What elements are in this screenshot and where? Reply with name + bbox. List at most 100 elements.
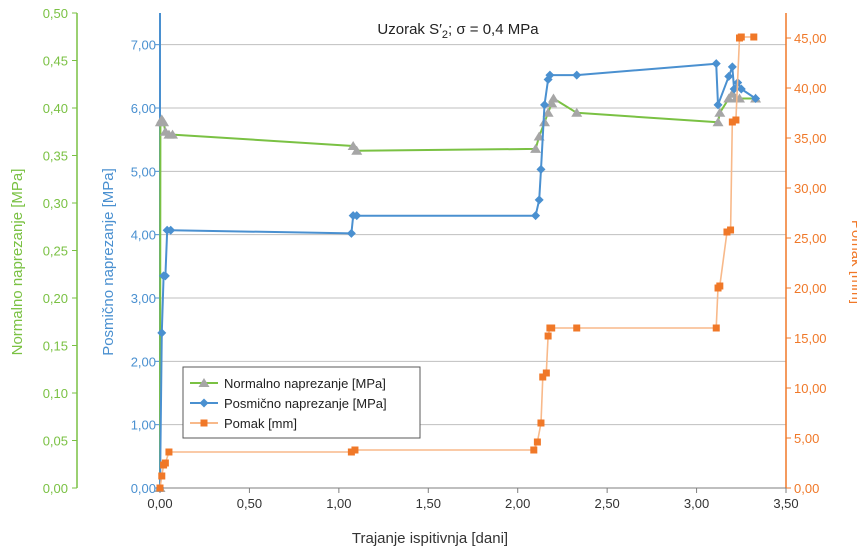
data-point-shear xyxy=(711,59,721,69)
normal-tick-label: 0,30 xyxy=(43,196,68,211)
data-point-disp xyxy=(737,33,745,41)
data-point-shear xyxy=(160,271,170,281)
normal-tick-label: 0,50 xyxy=(43,6,68,21)
normal-tick-label: 0,00 xyxy=(43,481,68,496)
shear-tick-label: 7,00 xyxy=(131,38,156,53)
disp-tick-label: 20,00 xyxy=(794,281,827,296)
legend: Normalno naprezanje [MPa] Posmično napre… xyxy=(182,366,421,439)
disp-axis-title: Pomak [mm] xyxy=(848,220,857,304)
data-point-shear xyxy=(751,94,761,103)
data-point-normal xyxy=(530,143,542,153)
data-point-normal xyxy=(714,107,726,117)
data-point-disp xyxy=(732,116,740,124)
legend-box xyxy=(182,366,421,439)
data-point-disp xyxy=(347,448,355,456)
series-area xyxy=(154,33,762,493)
data-point-normal xyxy=(351,145,363,155)
data-point-disp xyxy=(156,484,164,492)
x-tick-label: 2,00 xyxy=(505,496,530,511)
normal-tick-label: 0,40 xyxy=(43,101,68,116)
shear-tick-label: 3,00 xyxy=(131,291,156,306)
data-point-shear xyxy=(531,211,541,221)
shear-axis-title: Posmično naprezanje [MPa] xyxy=(100,168,117,356)
data-point-disp xyxy=(530,446,538,454)
normal-tick-label: 0,15 xyxy=(43,339,68,354)
grid xyxy=(160,44,786,426)
normal-tick-label: 0,20 xyxy=(43,291,68,306)
data-point-disp xyxy=(158,472,166,480)
data-point-normal xyxy=(546,98,558,108)
x-tick-label: 0,00 xyxy=(147,496,172,511)
normal-tick-label: 0,05 xyxy=(43,434,68,449)
data-point-shear xyxy=(545,70,555,80)
normal-tick-label: 0,10 xyxy=(43,386,68,401)
x-tick-label: 3,50 xyxy=(773,496,798,511)
disp-tick-label: 5,00 xyxy=(794,431,819,446)
data-point-disp xyxy=(351,446,359,454)
shear-tick-label: 5,00 xyxy=(131,164,156,179)
legend-diamond-icon xyxy=(199,398,209,408)
data-point-disp xyxy=(537,419,545,427)
shear-tick-label: 2,00 xyxy=(131,354,156,369)
data-point-disp xyxy=(544,332,552,340)
normal-tick-label: 0,35 xyxy=(43,149,68,164)
data-point-normal xyxy=(571,107,583,117)
normal-axis-title: Normalno naprezanje [MPa] xyxy=(9,169,26,356)
data-point-normal xyxy=(723,93,735,103)
data-point-normal xyxy=(167,129,179,139)
x-tick-label: 3,00 xyxy=(684,496,709,511)
disp-tick-label: 25,00 xyxy=(794,231,827,246)
data-point-disp xyxy=(161,459,169,467)
shear-tick-label: 4,00 xyxy=(131,228,156,243)
data-point-shear xyxy=(736,84,746,94)
data-point-shear xyxy=(724,71,734,81)
disp-tick-label: 15,00 xyxy=(794,331,827,346)
data-point-normal xyxy=(547,93,559,103)
data-point-shear xyxy=(536,164,546,174)
data-point-disp xyxy=(750,33,758,41)
chart-title: Uzorak S′2; σ = 0,4 MPa xyxy=(377,21,539,41)
data-point-disp xyxy=(723,228,731,236)
series-line-disp xyxy=(159,36,754,489)
legend-label-normal: Normalno naprezanje [MPa] xyxy=(224,376,386,391)
data-point-disp xyxy=(727,226,735,234)
disp-tick-label: 10,00 xyxy=(794,381,827,396)
x-axis-title: Trajanje ispitivnja [dani] xyxy=(352,530,508,547)
data-point-shear xyxy=(346,228,356,238)
disp-tick-label: 35,00 xyxy=(794,131,827,146)
data-point-shear xyxy=(727,62,737,72)
disp-tick-label: 0,00 xyxy=(794,481,819,496)
data-point-shear xyxy=(157,328,167,338)
data-point-shear xyxy=(713,100,723,110)
shear-tick-label: 0,00 xyxy=(131,481,156,496)
data-point-disp xyxy=(542,369,550,377)
x-tick-label: 0,50 xyxy=(237,496,262,511)
legend-label-shear: Posmično naprezanje [MPa] xyxy=(224,396,387,411)
data-point-disp xyxy=(539,373,547,381)
data-point-disp xyxy=(548,324,556,332)
x-tick-label: 2,50 xyxy=(594,496,619,511)
x-tick-label: 1,50 xyxy=(416,496,441,511)
data-point-shear xyxy=(534,195,544,205)
legend-square-icon xyxy=(200,419,208,427)
data-point-shear xyxy=(572,70,582,80)
data-point-disp xyxy=(712,324,720,332)
shear-tick-label: 6,00 xyxy=(131,101,156,116)
x-tick-label: 1,00 xyxy=(326,496,351,511)
data-point-normal xyxy=(158,117,170,127)
disp-tick-label: 40,00 xyxy=(794,81,827,96)
shear-tick-label: 1,00 xyxy=(131,418,156,433)
data-point-disp xyxy=(573,324,581,332)
data-point-disp xyxy=(716,282,724,290)
disp-tick-label: 45,00 xyxy=(794,31,827,46)
data-point-disp xyxy=(533,438,541,446)
normal-tick-label: 0,45 xyxy=(43,54,68,69)
data-point-shear xyxy=(352,211,362,221)
legend-label-disp: Pomak [mm] xyxy=(224,416,297,431)
data-point-disp xyxy=(165,448,173,456)
data-point-disp xyxy=(728,118,736,126)
data-point-shear xyxy=(540,100,550,110)
data-point-shear xyxy=(166,225,176,235)
